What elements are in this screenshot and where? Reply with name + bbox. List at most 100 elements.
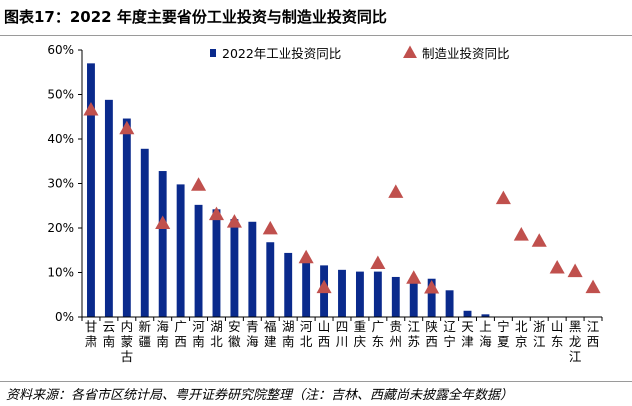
marker-point: [495, 190, 511, 205]
x-category-char: 肃: [85, 334, 98, 349]
chart: 0%10%20%30%40%50%60% 甘肃云南内蒙古新疆海南广西河南湖北安徽…: [47, 43, 603, 364]
x-category-label: 广西: [174, 319, 187, 349]
marker-point: [549, 259, 565, 274]
legend-bar-label: 2022年工业投资同比: [222, 46, 341, 61]
x-category-char: 龙: [569, 334, 582, 349]
legend-bar-swatch: [210, 49, 216, 57]
bar: [158, 171, 167, 317]
x-category-label: 江西: [587, 319, 600, 349]
x-category-char: 南: [156, 334, 169, 349]
legend-marker-swatch: [403, 45, 417, 59]
x-category-char: 广: [174, 319, 187, 334]
x-category-char: 江: [587, 319, 600, 334]
x-category-label: 内蒙古: [121, 319, 134, 364]
x-category-label: 山西: [318, 319, 331, 349]
bar: [87, 63, 95, 317]
x-category-label: 青海: [246, 319, 259, 349]
y-tick-label: 10%: [47, 266, 74, 280]
x-category-label: 福建: [264, 319, 277, 349]
x-category-char: 辽: [443, 319, 456, 334]
x-category-char: 西: [425, 334, 438, 349]
x-category-char: 州: [390, 334, 403, 349]
bar: [373, 271, 382, 317]
bar-series: [87, 63, 490, 317]
bar: [355, 271, 364, 317]
x-category-char: 内: [121, 319, 134, 334]
x-category-char: 贵: [390, 319, 403, 334]
marker-point: [424, 280, 440, 294]
x-category-char: 江: [533, 334, 546, 349]
x-category-label: 北京: [515, 319, 528, 349]
x-category-char: 庆: [354, 334, 367, 349]
x-category-char: 宁: [497, 319, 510, 334]
x-category-label: 上海: [479, 319, 492, 349]
x-category-char: 津: [461, 334, 474, 349]
x-category-char: 徽: [228, 334, 241, 349]
marker-point: [316, 279, 332, 294]
chart-title: 图表17：2022 年度主要省份工业投资与制造业投资同比: [4, 8, 387, 26]
bar: [122, 118, 131, 317]
x-category-char: 海: [479, 334, 492, 349]
x-category-label: 黑龙江: [569, 319, 582, 364]
x-category-char: 疆: [139, 334, 152, 349]
marker-point: [262, 220, 278, 235]
x-category-label: 贵州: [390, 319, 403, 349]
x-category-char: 江: [407, 319, 420, 334]
bar: [266, 242, 275, 317]
marker-point: [585, 279, 601, 294]
x-category-char: 福: [264, 319, 277, 334]
x-category-char: 青: [246, 319, 259, 334]
y-tick-label: 50%: [47, 88, 74, 102]
bar: [140, 148, 149, 317]
x-category-label: 甘肃: [85, 319, 98, 349]
x-category-label: 陕西: [425, 319, 438, 349]
marker-point: [208, 206, 225, 221]
bar: [284, 252, 293, 317]
marker-point: [531, 233, 547, 247]
x-category-label: 天津: [461, 319, 474, 349]
x-category-char: 京: [515, 334, 528, 349]
marker-point: [119, 120, 135, 135]
x-category-label: 浙江: [533, 319, 546, 349]
bar: [409, 277, 418, 317]
bar: [445, 290, 454, 317]
x-category-char: 四: [336, 319, 349, 334]
x-category-char: 天: [461, 319, 474, 334]
x-category-label: 河南: [192, 319, 205, 349]
marker-point: [191, 177, 207, 191]
x-category-char: 湖: [282, 319, 295, 334]
marker-point: [406, 270, 422, 284]
x-category-char: 南: [192, 334, 205, 349]
x-category-char: 苏: [407, 334, 420, 349]
x-category-label: 新疆: [139, 319, 152, 349]
x-category-label: 宁夏: [497, 319, 510, 349]
x-category-char: 上: [479, 319, 492, 334]
x-category-char: 湖: [210, 319, 223, 334]
bar: [104, 99, 113, 317]
x-axis: 甘肃云南内蒙古新疆海南广西河南湖北安徽青海福建湖南河北山西四川重庆广东贵州江苏陕…: [81, 316, 603, 364]
bar: [194, 204, 203, 317]
y-tick-label: 30%: [47, 177, 74, 191]
bar: [427, 278, 436, 317]
x-category-label: 河北: [300, 319, 313, 349]
x-category-char: 古: [121, 349, 134, 364]
x-category-label: 四川: [336, 319, 349, 349]
x-category-char: 浙: [533, 319, 546, 334]
x-category-char: 山: [551, 319, 564, 334]
bar: [176, 184, 185, 317]
marker-point: [513, 227, 529, 241]
x-category-char: 南: [282, 334, 295, 349]
x-category-char: 东: [551, 334, 564, 349]
bar: [463, 310, 472, 317]
x-category-char: 黑: [569, 319, 582, 334]
x-category-char: 东: [372, 334, 385, 349]
marker-point: [83, 102, 99, 116]
x-category-char: 北: [515, 319, 528, 334]
source-note: 资料来源：各省市区统计局、粤开证券研究院整理（注：吉林、西藏尚未披露全年数据）: [6, 388, 514, 403]
x-category-char: 甘: [85, 319, 98, 334]
marker-point: [155, 215, 171, 230]
x-category-label: 江苏: [407, 319, 420, 349]
marker-point: [388, 184, 404, 198]
x-category-label: 安徽: [228, 319, 241, 349]
x-category-label: 重庆: [354, 319, 367, 349]
